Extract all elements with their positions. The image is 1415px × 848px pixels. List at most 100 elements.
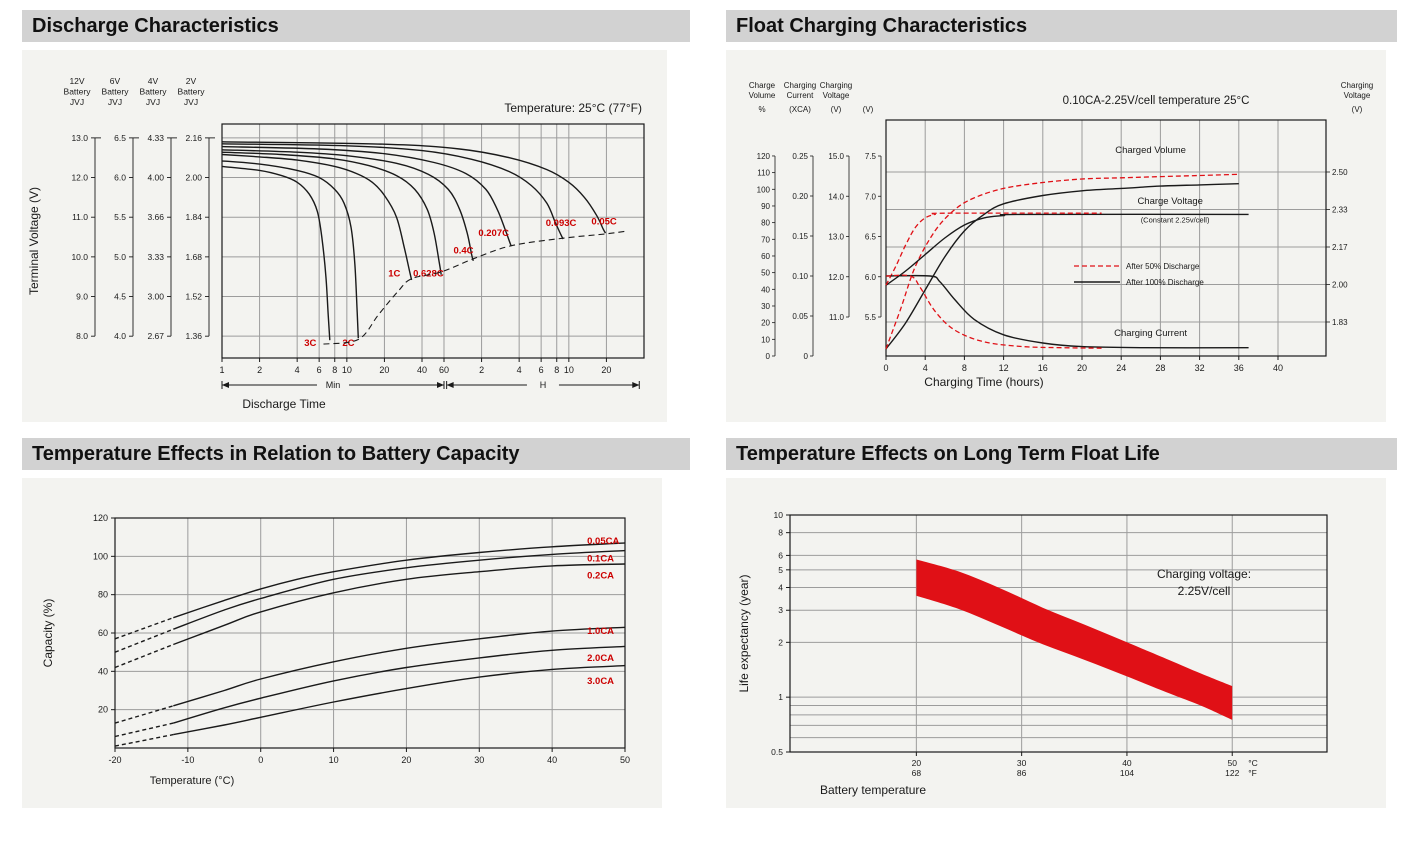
y-tick-label: 40 [761,285,770,294]
y-tick-label: 10.0 [71,252,88,262]
y-tick-label: 9.0 [76,292,88,302]
x-tick-label: 2 [257,365,262,375]
curve-label: Charged Volume [1115,145,1186,156]
time-unit-label: H [540,380,547,390]
y-tick-label: 60 [98,628,108,638]
column-header: 4V [148,76,159,86]
float-life-band [916,559,1233,720]
y-tick-label: 0.5 [771,747,783,757]
x-tick-label: 40 [417,365,427,375]
arrow-head [436,382,444,388]
column-header: Battery [64,87,92,97]
section-title-capacity-temperature: Temperature Effects in Relation to Batte… [32,443,520,465]
y-tick-label: 90 [761,202,770,211]
x-tick-label: 28 [1155,363,1165,373]
y-tick-label: 80 [98,590,108,600]
x-tick-label: 32 [1195,363,1205,373]
plot-border [114,517,626,749]
y-tick-label: 2.17 [1332,243,1348,252]
curve-charging-current-after-50pct [885,274,1102,349]
column-header: Battery [178,87,206,97]
curve-label: 1C [388,269,400,280]
capacity-temperature-chart: 20 40 60 80 100 120 -20 -10 0 10 20 30 40 50 Capacity … [22,478,662,808]
y-tick-label: 2.33 [1332,206,1348,215]
curve-charge-voltage-after-50pct [885,212,1102,286]
curve-3C [221,165,331,341]
x-tick-label-celsius: 20 [912,758,922,768]
x-tick-label: 20 [1077,363,1087,373]
y-tick-label: 5.5 [114,212,126,222]
unit-fahrenheit: °F [1248,768,1257,778]
x-tick-label-fahrenheit: 122 [1225,768,1239,778]
curve-3.0CA-dashed-tail [114,733,174,747]
y-tick-label: 3.33 [147,252,164,262]
axis-unit: (V) [1352,105,1363,114]
plot-border [789,514,1328,753]
x-tick-label: 6 [539,365,544,375]
axis-header: Current [787,91,814,100]
x-tick-label: 4 [517,365,522,375]
section-header-float-life: Temperature Effects on Long Term Float L… [726,438,1397,470]
curve-label: Charging Current [1114,328,1187,339]
plot-border [221,123,645,359]
curve-1C [221,153,413,281]
x-tick-label: 40 [1273,363,1283,373]
curve-charging-current-after-100pct [885,274,1249,349]
curve-label: 0.1CA [587,553,614,564]
y-tick-label: 6.5 [114,133,126,143]
y-tick-label: 7.0 [865,192,877,201]
y-tick-label: 110 [757,169,770,178]
y-tick-label: 1.84 [185,212,202,222]
time-unit-label: Min [326,380,341,390]
y-tick-label: 1.52 [185,292,202,302]
curve-label: 0.628C [413,269,444,280]
x-axis-title: Discharge Time [242,397,326,411]
y-tick-label: 5 [778,565,783,575]
float-life-chart: 1086543210.5206830864010450122°C°FChargi… [726,478,1386,808]
x-tick-label: 50 [620,755,630,765]
curve-label: (Constant 2.25v/cell) [1141,216,1210,225]
y-tick-label: 13.0 [828,233,844,242]
curve-label: 0.2CA [587,571,614,582]
column-header: Battery [102,87,130,97]
y-tick-label: 4.00 [147,173,164,183]
x-tick-label-fahrenheit: 86 [1017,768,1027,778]
annotation-charging-voltage: Charging voltage: [1157,567,1251,581]
axis-header: Charging [1341,81,1373,90]
y-tick-label: 1.83 [1332,318,1348,327]
y-tick-label: 30 [761,302,770,311]
datasheet-page: Discharge Characteristics 1 2 4 6 8 10 20 40 60 2… [22,10,1397,808]
curve-0.05C [221,141,607,234]
axis-unit: % [758,105,765,114]
x-tick-label: 24 [1116,363,1126,373]
x-tick-label-fahrenheit: 104 [1120,768,1134,778]
curve-2.0CA-dashed-tail [114,722,174,738]
y-tick-label: 3 [778,605,783,615]
y-tick-label: 12.0 [828,273,844,282]
unit-celsius: °C [1248,758,1258,768]
y-tick-label: 20 [761,319,770,328]
curve-0.4C [221,149,474,262]
axis-unit: (XCA) [789,105,811,114]
y-tick-label: 4.33 [147,133,164,143]
y-axis-title: Terminal Voltage (V) [27,187,41,295]
curve-charged-volume-after-100pct [885,183,1239,350]
x-tick-label: 4 [923,363,928,373]
x-tick-label: -10 [181,755,194,765]
y-tick-label: 120 [757,152,771,161]
x-tick-label: 4 [295,365,300,375]
axis-header: Voltage [823,91,850,100]
x-tick-label: 10 [342,365,352,375]
x-tick-label: 8 [962,363,967,373]
y-tick-label: 120 [93,513,108,523]
section-header-capacity-temperature: Temperature Effects in Relation to Batte… [22,438,690,470]
y-tick-label: 8 [778,528,783,538]
curve-1.0CA-dashed-tail [114,705,174,724]
y-tick-label: 0.20 [792,192,808,201]
curve-0.1CA [173,549,626,630]
y-tick-label: 0.10 [792,272,808,281]
y-tick-label: 2.67 [147,331,164,341]
panel-float-charging: Float Charging Characteristics 0 4 8 12 16 20… [726,10,1397,422]
column-header: JVJ [146,97,160,107]
